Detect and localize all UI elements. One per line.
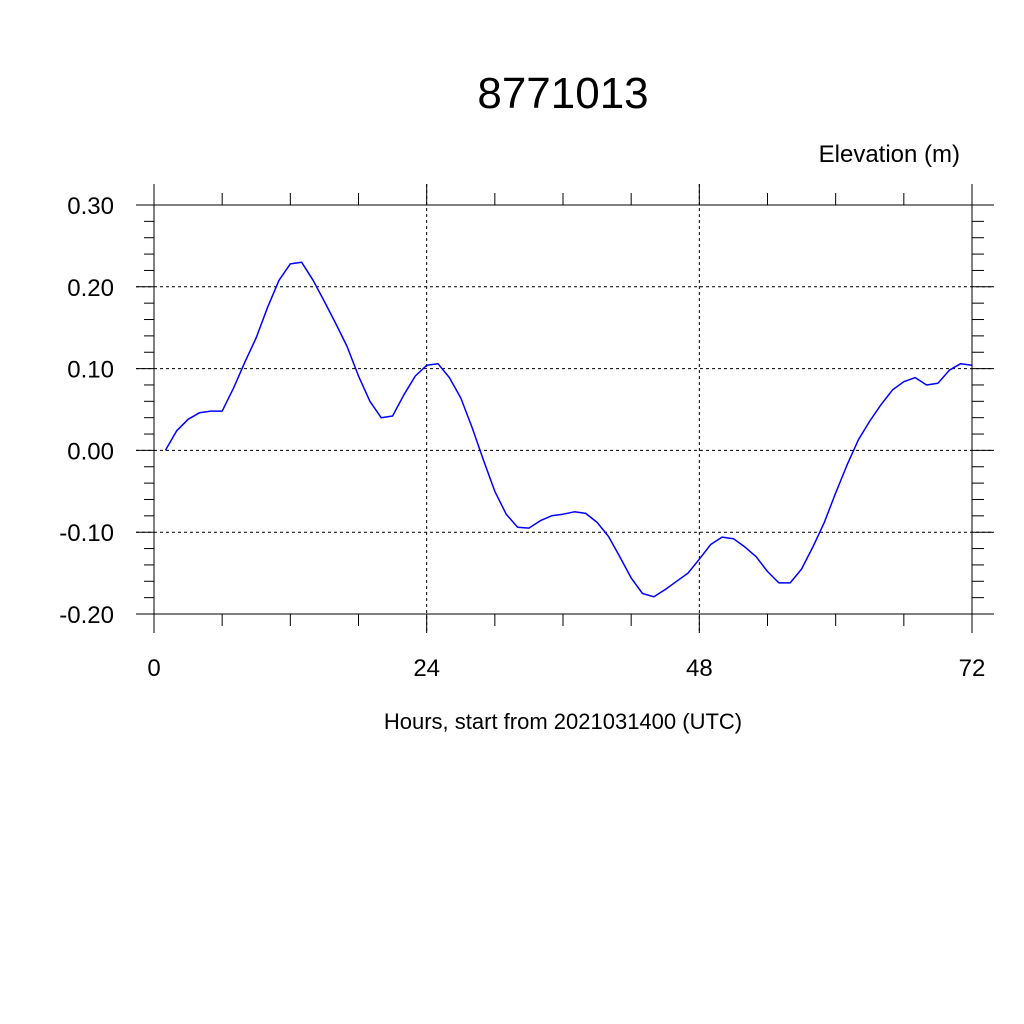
y-tick-label: 0.00 (67, 438, 114, 465)
y-axis-label: Elevation (m) (819, 141, 960, 168)
y-tick-label: 0.20 (67, 275, 114, 302)
plot-frame (136, 184, 994, 633)
x-tick-label: 24 (413, 655, 440, 682)
y-tick-label: -0.10 (59, 520, 114, 547)
y-tick-label: 0.30 (67, 193, 114, 220)
x-tick-label: 72 (959, 655, 986, 682)
tick-labels: -0.20 -0.10 0.00 0.10 0.20 0.30 0 24 48 72 (59, 193, 985, 682)
x-axis-label: Hours, start from 2021031400 (UTC) (384, 709, 742, 734)
y-tick-label: -0.20 (59, 602, 114, 629)
tick-marks (136, 184, 994, 633)
x-tick-label: 0 (147, 655, 160, 682)
y-tick-label: 0.10 (67, 357, 114, 384)
x-tick-label: 48 (686, 655, 713, 682)
series-layer (164, 261, 973, 598)
grid-lines (136, 184, 994, 633)
chart-title: 8771013 (477, 69, 648, 118)
series-line (164, 261, 973, 598)
